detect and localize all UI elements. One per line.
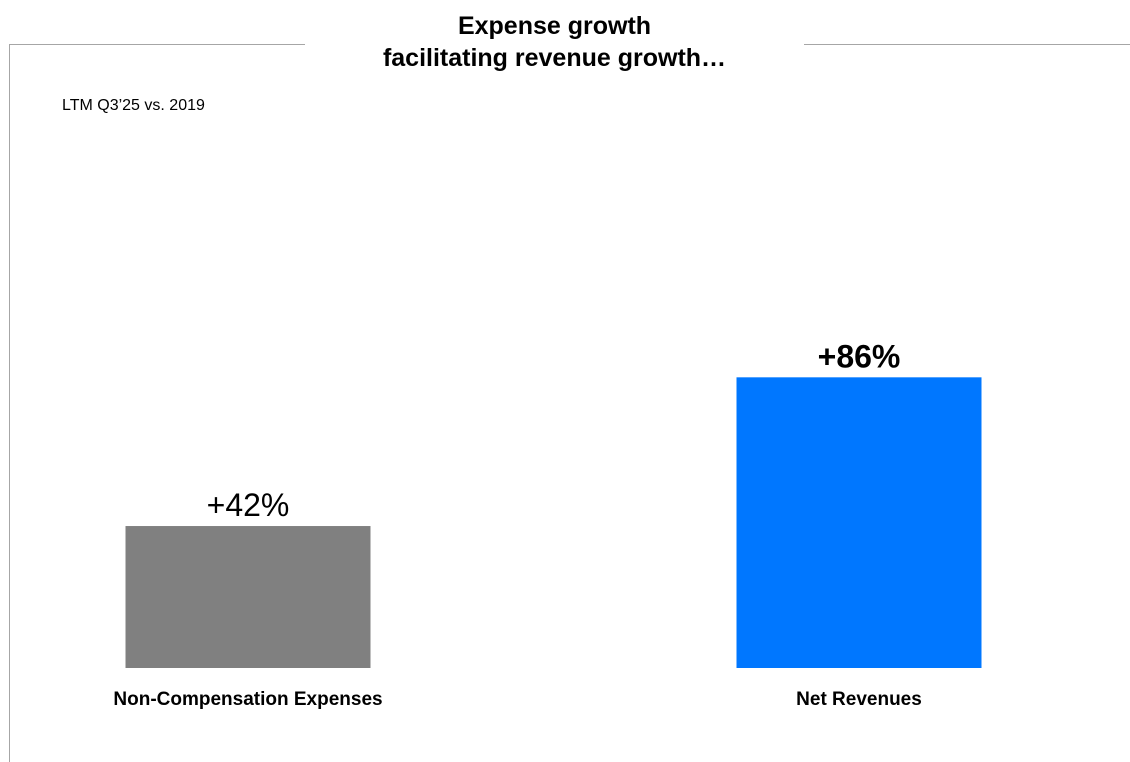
bar-net-revenues: [736, 377, 982, 668]
value-label-net-revenues: +86%: [818, 338, 901, 374]
frame-line-top-left: [9, 44, 305, 45]
frame-line-left: [9, 44, 10, 762]
chart-title-line-1: Expense growth: [457, 12, 652, 40]
chart-title: Expense growth facilitating revenue grow…: [305, 10, 804, 74]
chart-subtitle: LTM Q3’25 vs. 2019: [62, 97, 205, 114]
category-label-non-compensation-expenses: Non-Compensation Expenses: [113, 689, 382, 710]
value-label-non-compensation-expenses: +42%: [207, 487, 290, 523]
frame-line-top-right: [804, 44, 1130, 45]
bar-non-compensation-expenses: [125, 526, 371, 668]
category-label-net-revenues: Net Revenues: [796, 689, 922, 710]
chart-title-line-2: facilitating revenue growth…: [382, 44, 727, 72]
